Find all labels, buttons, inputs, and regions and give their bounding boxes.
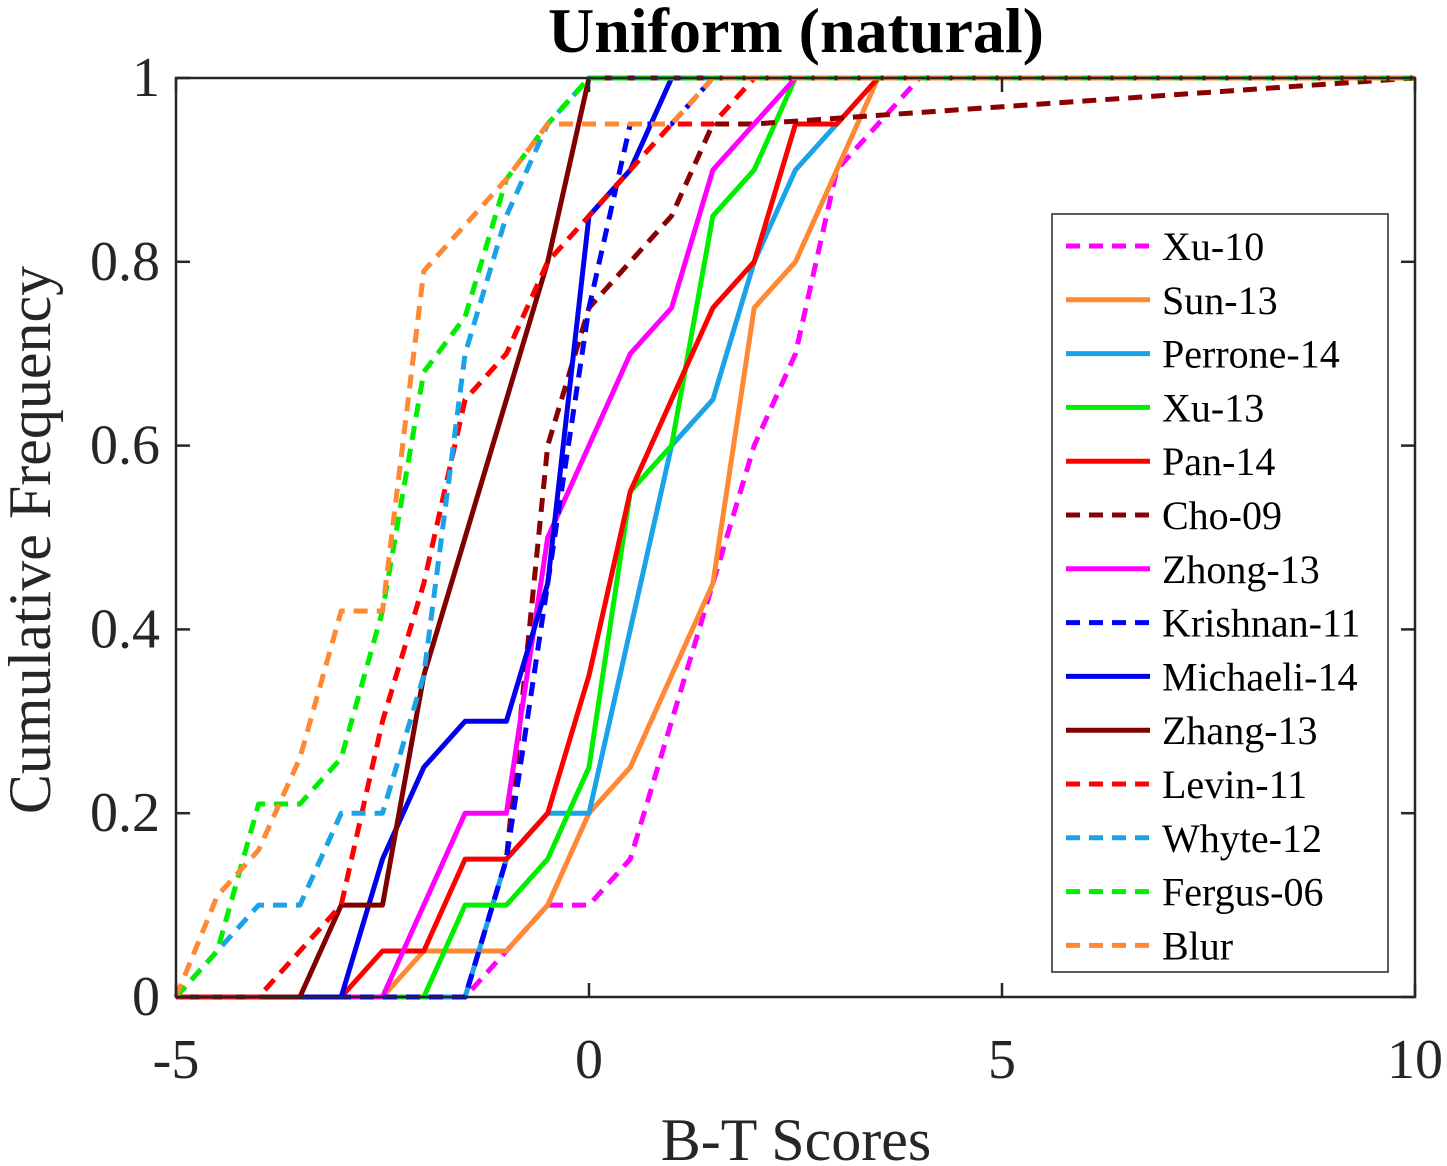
series-line-12 xyxy=(174,75,1415,999)
series-line-1 xyxy=(176,75,1415,1000)
legend-label: Xu-10 xyxy=(1162,224,1264,269)
chart-title: Uniform (natural) xyxy=(548,0,1044,66)
legend-label: Pan-14 xyxy=(1162,439,1275,484)
y-tick-label: 0.2 xyxy=(90,782,160,844)
x-tick-label: 5 xyxy=(988,1029,1016,1091)
legend-label: Fergus-06 xyxy=(1162,870,1323,915)
series-line-6 xyxy=(176,75,1416,1000)
y-tick-label: 0 xyxy=(132,966,160,1028)
x-tick-label: -5 xyxy=(153,1029,200,1091)
legend-label: Perrone-14 xyxy=(1162,332,1340,377)
series-line-7 xyxy=(176,75,1415,1000)
legend-label: Xu-13 xyxy=(1162,385,1264,430)
series-line-4 xyxy=(176,75,1415,1000)
series-line-2 xyxy=(176,75,1415,1000)
legend-label: Zhong-13 xyxy=(1162,547,1320,592)
series-line-8 xyxy=(176,75,1415,1000)
series-layer xyxy=(173,75,1416,1000)
legend-label: Krishnan-11 xyxy=(1162,601,1360,646)
series-line-10 xyxy=(176,75,1415,1000)
x-axis-ticks: -5 0 5 10 xyxy=(153,78,1443,1091)
y-tick-label: 0.8 xyxy=(90,231,160,293)
y-axis-label: Cumulative Frequency xyxy=(0,266,63,814)
legend-label: Zhang-13 xyxy=(1162,708,1318,753)
x-tick-label: 10 xyxy=(1387,1029,1443,1091)
y-tick-label: 0.4 xyxy=(90,598,160,660)
y-tick-label: 1 xyxy=(132,47,160,109)
x-tick-label: 0 xyxy=(575,1029,603,1091)
legend: Xu-10 Sun-13 Perrone-14 Xu-13 Pan-14 Cho-09 Zh… xyxy=(1051,213,1389,973)
legend-label: Blur xyxy=(1162,923,1233,968)
legend-box xyxy=(1051,213,1389,973)
plot-frame xyxy=(174,76,1417,999)
legend-label: Sun-13 xyxy=(1162,278,1278,323)
plot-area: -5 0 5 10 00.20.40.60.81 xyxy=(90,47,1443,1091)
y-tick-label: 0.6 xyxy=(90,415,160,477)
legend-label: Cho-09 xyxy=(1162,493,1282,538)
series-line-13 xyxy=(174,75,1415,999)
legend-label: Whyte-12 xyxy=(1162,816,1322,861)
legend-label: Levin-11 xyxy=(1162,762,1307,807)
legend-items: Xu-10 Sun-13 Perrone-14 Xu-13 Pan-14 Cho-09 Zh… xyxy=(1066,224,1360,968)
series-line-14 xyxy=(173,75,1415,998)
series-line-11 xyxy=(176,75,1415,1000)
y-axis-ticks: 0 0.2 0.4 0.6 0.8 1 xyxy=(90,47,1415,1028)
legend-label: Michaeli-14 xyxy=(1162,654,1358,699)
x-axis-label: B-T Scores xyxy=(661,1107,932,1166)
